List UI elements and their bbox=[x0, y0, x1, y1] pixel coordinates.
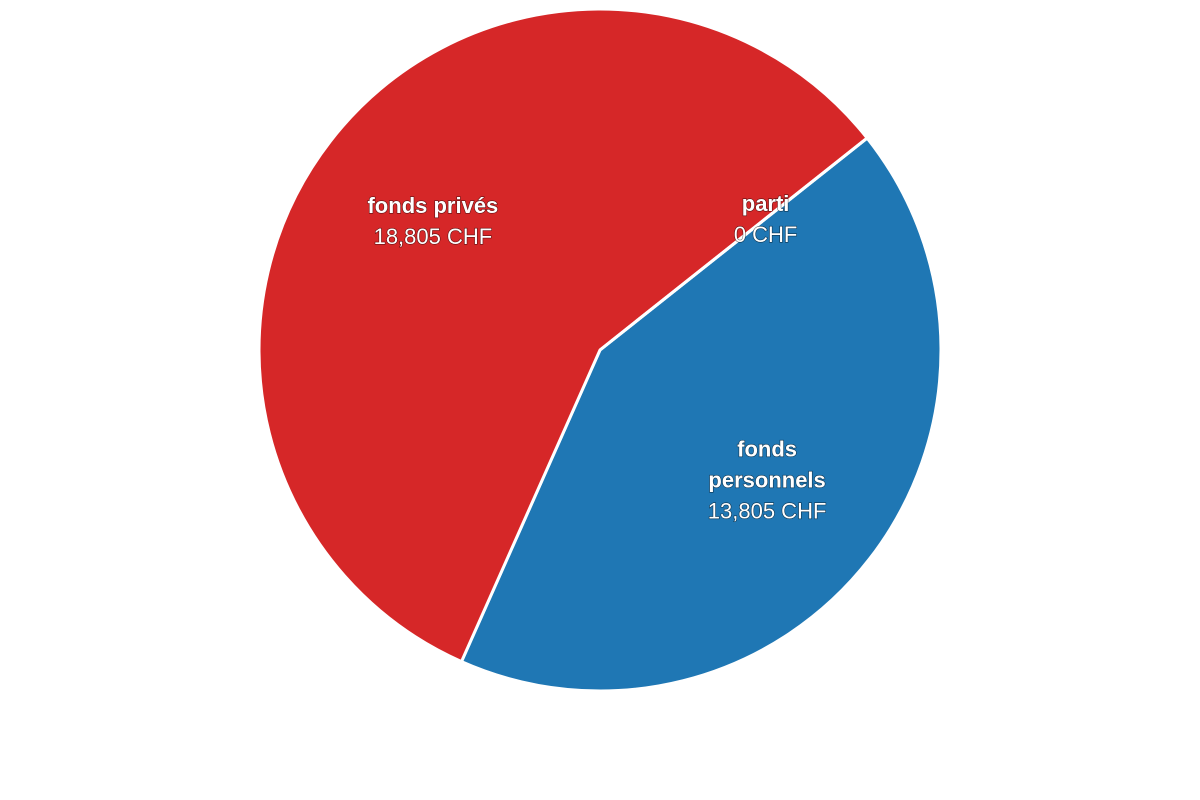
slice-name-label: personnels bbox=[708, 468, 825, 493]
slice-label-parti: parti 0 CHF bbox=[734, 191, 798, 247]
labels-layer: fonds personnels 13,805 CHF fonds privés 18,… bbox=[367, 191, 827, 525]
pie-slice-fonds-privés bbox=[257, 7, 869, 664]
slice-value-label: 0 CHF bbox=[734, 222, 798, 247]
pie-slice-fonds-personnels bbox=[459, 136, 943, 693]
pie-slice-parti bbox=[599, 136, 869, 352]
slices-layer bbox=[257, 7, 943, 693]
slice-name-label: fonds bbox=[737, 437, 797, 462]
slice-label-fonds-privés: fonds privés 18,805 CHF bbox=[367, 193, 498, 249]
slice-value-label: 13,805 CHF bbox=[708, 499, 827, 524]
slice-label-fonds-personnels: fonds personnels 13,805 CHF bbox=[708, 437, 827, 524]
slice-value-label: 18,805 CHF bbox=[374, 224, 493, 249]
slice-name-label: fonds privés bbox=[367, 193, 498, 218]
slice-name-label: parti bbox=[742, 191, 790, 216]
